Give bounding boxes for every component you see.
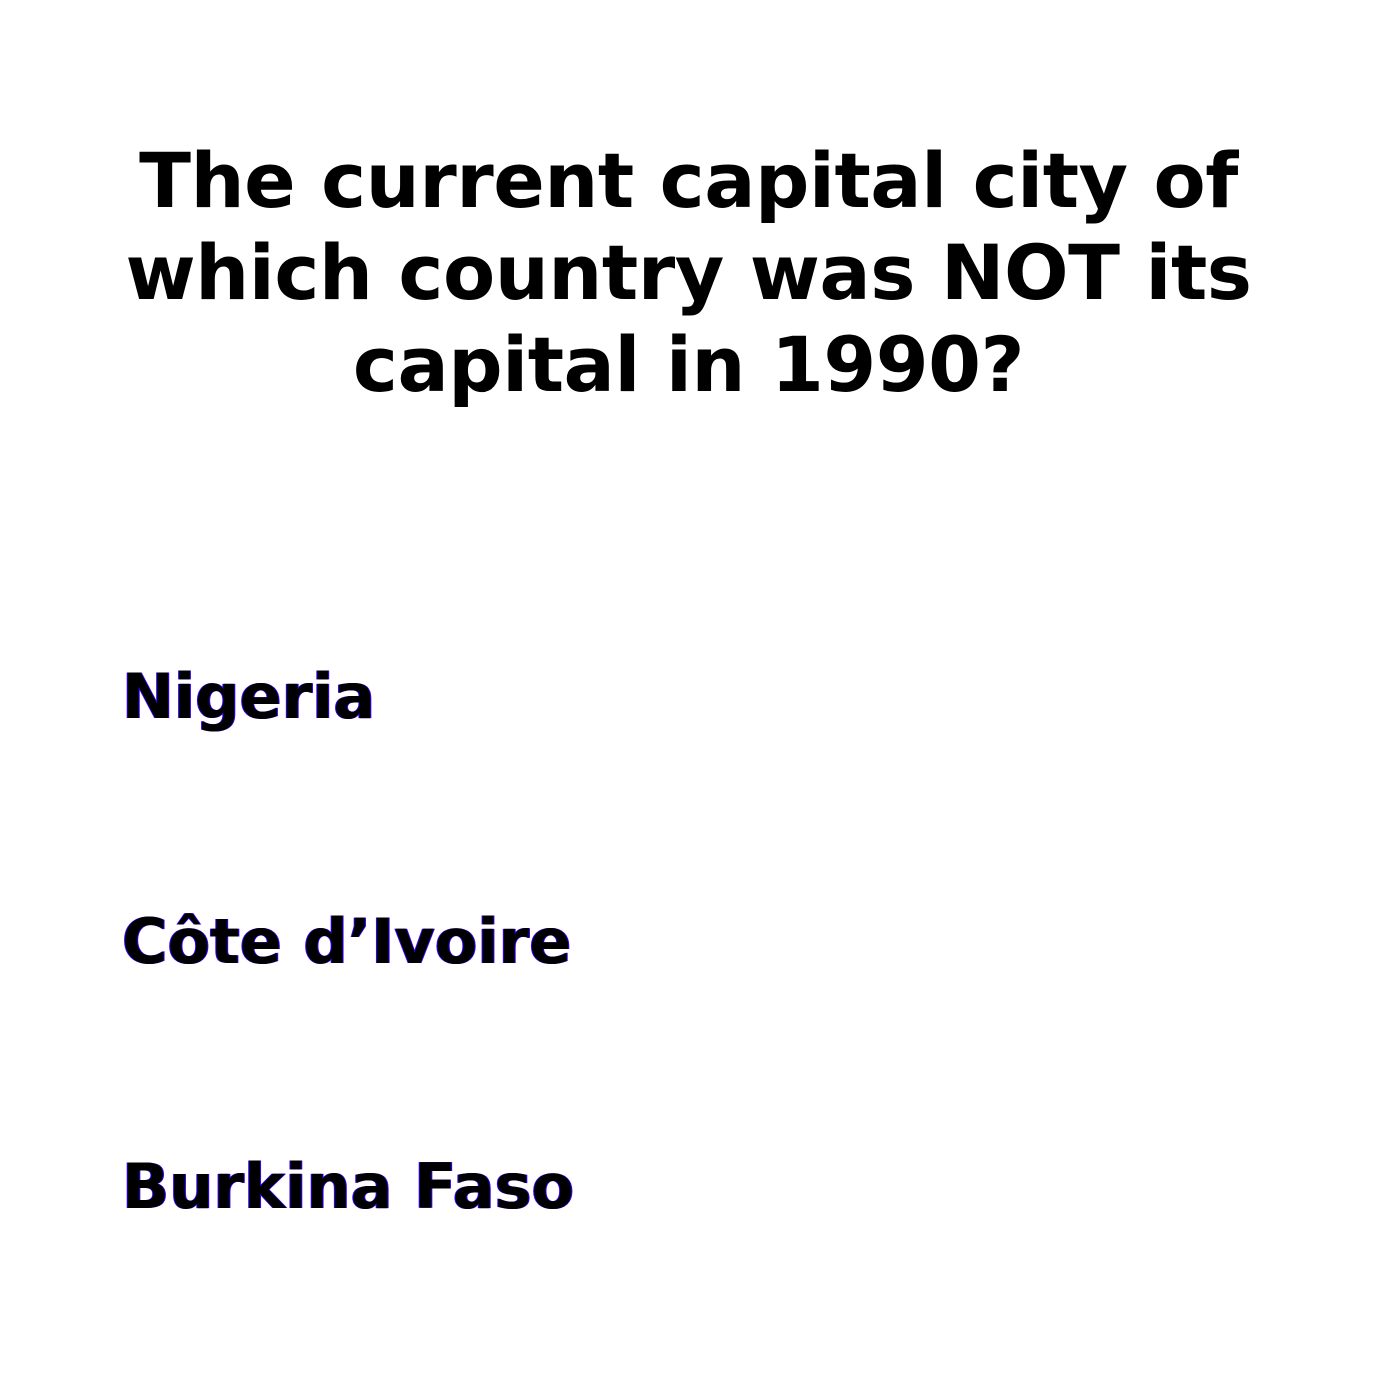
answer-option-nigeria[interactable]: Nigeria — [122, 660, 376, 733]
answer-option-burkina-faso[interactable]: Burkina Faso — [122, 1150, 575, 1223]
answer-list: Nigeria Côte d’Ivoire Burkina Faso — [122, 655, 1222, 1390]
question-line-3: capital in 1990? — [352, 320, 1025, 409]
question-line-1: The current capital city of — [139, 136, 1238, 225]
answer-option-cote-divoire[interactable]: Côte d’Ivoire — [122, 905, 572, 978]
question-text: The current capital city of which countr… — [90, 135, 1287, 411]
question-line-2: which country was NOT its — [125, 228, 1252, 317]
